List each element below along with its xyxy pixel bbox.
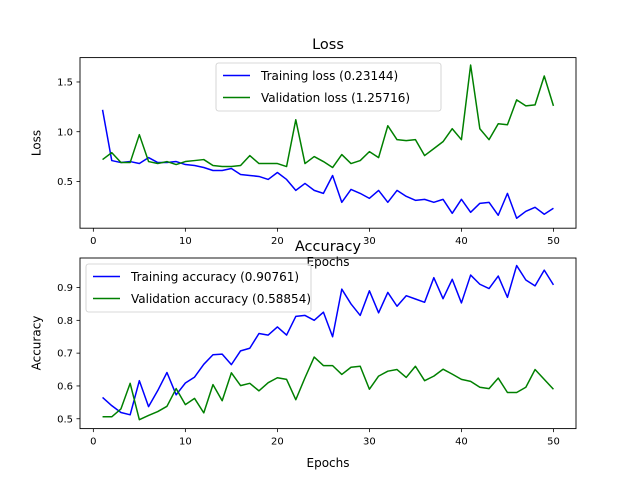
accuracy-subplot: 0 10 20 30 40 50 0.5 0.6 0.7 0.8 0.9 Accuracy Trai…	[30, 239, 577, 470]
loss-series-line-validation	[102, 64, 555, 169]
loss-x-tick-label: 20	[271, 236, 284, 247]
accuracy-series-line-validation	[102, 356, 554, 421]
loss-x-tick-label: 50	[547, 236, 560, 247]
loss-legend: Training loss (0.23144) Validation loss (…	[215, 62, 442, 112]
accuracy-x-tick-label: 0	[90, 437, 96, 448]
accuracy-chart-title: Accuracy	[295, 239, 362, 255]
accuracy-x-tick-label: 30	[363, 437, 376, 448]
loss-x-axis-label: Epochs	[307, 255, 350, 269]
accuracy-legend-label: Training accuracy (0.90761)	[130, 270, 299, 284]
accuracy-legend-frame	[85, 263, 312, 313]
accuracy-axes-frame	[79, 257, 577, 430]
accuracy-legend: Training accuracy (0.90761) Validation ac…	[85, 263, 312, 313]
accuracy-legend-label: Validation accuracy (0.58854)	[131, 292, 311, 306]
accuracy-plot-area	[102, 264, 555, 421]
loss-legend-label: Validation loss (1.25716)	[261, 91, 410, 105]
accuracy-x-tick-label: 40	[455, 437, 468, 448]
accuracy-x-tick-label: 50	[547, 437, 560, 448]
loss-y-axis-label: Loss	[30, 130, 44, 156]
accuracy-y-tick-label: 0.5	[57, 414, 73, 425]
loss-y-tick-label: 1.0	[57, 127, 73, 138]
loss-y-tick-label: 0.5	[57, 177, 73, 188]
accuracy-y-tick-label: 0.7	[57, 349, 73, 360]
accuracy-y-tick-label: 0.8	[57, 316, 73, 327]
loss-legend-label: Training loss (0.23144)	[260, 69, 398, 83]
loss-y-tick-label: 1.5	[57, 78, 73, 89]
loss-x-tick-label: 30	[363, 236, 376, 247]
loss-subplot: Loss 0 10 20 30 40 50 0.5 1.0 1.5 Loss Training …	[30, 37, 577, 269]
accuracy-series-line-training	[102, 264, 555, 416]
accuracy-tick-labels: 0 10 20 30 40 50 0.5 0.6 0.7 0.8 0.9	[57, 283, 560, 447]
loss-x-tick-label: 0	[90, 236, 96, 247]
loss-legend-frame	[215, 62, 442, 112]
accuracy-x-tick-label: 20	[271, 437, 284, 448]
loss-tick-labels: 0 10 20 30 40 50 0.5 1.0 1.5	[57, 78, 560, 248]
loss-plot-area	[101, 64, 555, 219]
accuracy-x-tick-label: 10	[179, 437, 192, 448]
accuracy-x-axis-label: Epochs	[307, 456, 350, 470]
loss-chart-title: Loss	[312, 37, 344, 53]
accuracy-y-tick-label: 0.9	[57, 283, 73, 294]
loss-x-tick-label: 10	[179, 236, 192, 247]
loss-axes-frame	[79, 57, 577, 229]
loss-series-line-training	[101, 109, 554, 219]
loss-x-tick-label: 40	[455, 236, 468, 247]
accuracy-y-tick-label: 0.6	[57, 382, 73, 393]
accuracy-y-axis-label: Accuracy	[30, 316, 44, 371]
